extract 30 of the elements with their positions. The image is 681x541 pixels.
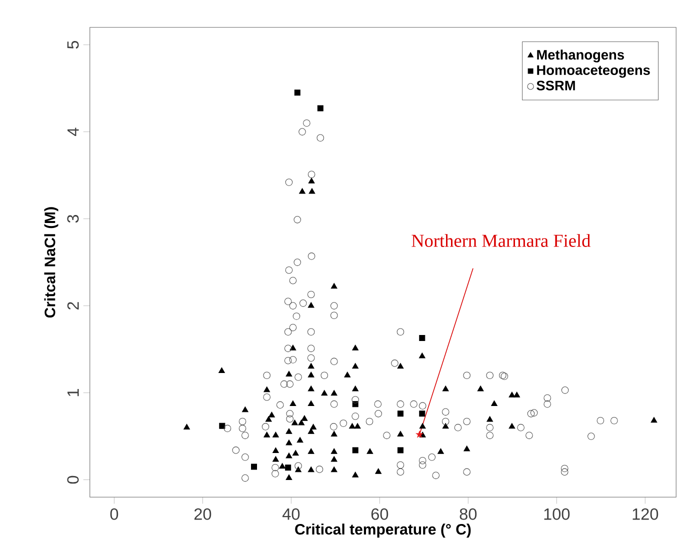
x-tick-label: 20	[194, 508, 212, 520]
y-tick-label: 1	[68, 388, 79, 396]
point	[416, 430, 423, 438]
y-tick-label: 4	[68, 128, 79, 136]
point	[219, 422, 226, 429]
legend-label: Methanogens	[537, 49, 624, 62]
point	[251, 464, 258, 470]
point	[419, 410, 426, 417]
x-tick-label: 40	[282, 508, 300, 520]
point	[317, 105, 324, 112]
legend-label: SSRM	[536, 80, 575, 90]
y-tick-label: 5	[67, 40, 79, 49]
x-tick-label: 60	[371, 508, 388, 520]
y-tick-label: 0	[67, 476, 79, 484]
x-tick-label: 80	[460, 508, 477, 520]
x-tick-label: 100	[544, 508, 570, 520]
annotation: Northern Marmara Field	[412, 234, 590, 247]
point	[294, 90, 300, 96]
y-tick-label: 2	[67, 302, 79, 310]
y-tick-label: 3	[67, 214, 79, 223]
point	[397, 447, 404, 454]
y-axis-title: Critcal NaCl (M)	[44, 207, 58, 318]
point	[285, 464, 292, 470]
point	[419, 334, 426, 341]
legend-label: Homoaceteogens	[537, 65, 650, 78]
x-tick-label: 0	[110, 508, 118, 520]
point	[397, 410, 404, 417]
x-tick-label: 120	[632, 508, 658, 520]
point	[352, 447, 358, 454]
x-axis-title: Critical temperature (° C)	[295, 524, 471, 538]
